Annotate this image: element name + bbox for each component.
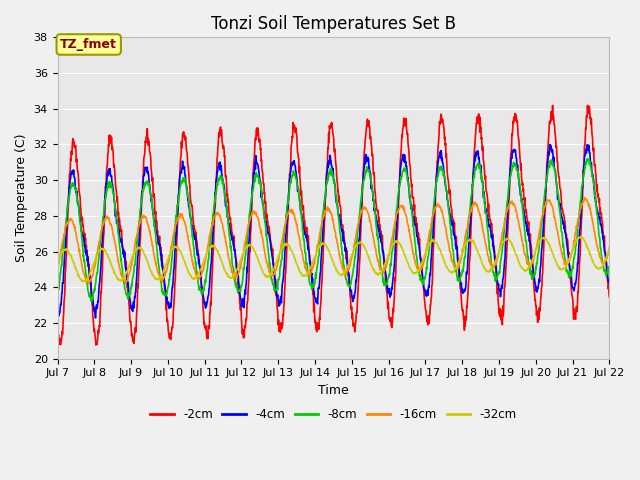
-4cm [54,306,61,312]
Line: -8cm: -8cm [58,159,609,301]
-2cm [177,155,184,161]
-32cm [420,257,428,263]
Line: -16cm: -16cm [58,198,609,283]
-4cm [92,315,99,321]
-8cm [420,280,428,286]
-8cm [605,264,613,269]
-8cm [239,279,246,285]
-4cm [420,278,428,284]
-16cm [540,204,548,210]
-2cm [239,331,246,336]
-2cm [420,286,428,291]
-16cm [580,195,588,201]
-8cm [492,278,499,284]
-16cm [239,256,246,262]
Y-axis label: Soil Temperature (C): Soil Temperature (C) [15,134,28,262]
Legend: -2cm, -4cm, -8cm, -16cm, -32cm: -2cm, -4cm, -8cm, -16cm, -32cm [145,403,522,426]
-8cm [540,195,548,201]
-4cm [163,300,171,306]
-2cm [605,294,613,300]
X-axis label: Time: Time [318,384,349,397]
-32cm [163,259,171,264]
-16cm [605,244,613,250]
-8cm [584,156,591,162]
-8cm [88,299,95,304]
-2cm [548,103,556,108]
-2cm [540,227,548,232]
-2cm [92,342,100,348]
-32cm [492,258,499,264]
-4cm [605,281,613,287]
-4cm [492,262,499,268]
-4cm [546,142,554,147]
-32cm [540,235,548,241]
-32cm [605,247,613,252]
-16cm [492,260,499,266]
Text: TZ_fmet: TZ_fmet [60,38,117,51]
-8cm [177,182,184,188]
Title: Tonzi Soil Temperatures Set B: Tonzi Soil Temperatures Set B [211,15,456,33]
-2cm [492,264,499,269]
-16cm [177,212,184,217]
-16cm [54,266,61,272]
-16cm [420,261,428,266]
-32cm [54,259,61,265]
-32cm [79,279,86,285]
-2cm [54,327,61,333]
-4cm [540,206,548,212]
-4cm [177,169,184,175]
-4cm [239,303,246,309]
-8cm [163,288,171,294]
-2cm [163,316,171,322]
Line: -32cm: -32cm [58,237,609,282]
-32cm [239,252,246,258]
-16cm [163,265,171,271]
-8cm [54,294,61,300]
-32cm [577,234,584,240]
-16cm [85,280,93,286]
Line: -4cm: -4cm [58,144,609,318]
Line: -2cm: -2cm [58,106,609,345]
-32cm [177,249,184,255]
